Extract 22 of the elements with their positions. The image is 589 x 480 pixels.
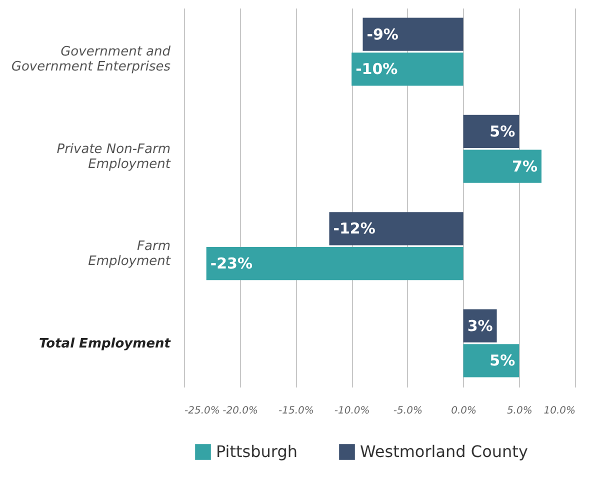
data-label: 5% (490, 122, 516, 140)
legend-label: Pittsburgh (216, 442, 298, 461)
data-label: 5% (490, 352, 516, 370)
y-tick-label: Private Non-Farm Employment (56, 142, 172, 172)
x-tick-label: -10.0% (334, 406, 370, 416)
x-tick-label: -20.0% (222, 406, 258, 416)
x-tick-label: -15.0% (278, 406, 314, 416)
y-tick-label: Farm Employment (88, 239, 172, 270)
y-tick-label: Total Employment (38, 336, 172, 352)
x-tick-label: 0.0% (451, 406, 476, 416)
legend-label: Westmorland County (360, 442, 528, 461)
x-tick-label: 5.0% (506, 406, 532, 416)
y-tick-label: Government and Government Enterprises (11, 44, 172, 75)
data-label: -23% (210, 254, 252, 273)
data-label: -12% (333, 220, 376, 238)
data-label: -9% (366, 25, 398, 44)
data-label: 3% (467, 316, 493, 335)
data-label: 7% (512, 157, 538, 176)
data-label: -10% (356, 60, 398, 78)
x-tick-label: 10.0% (544, 406, 576, 416)
x-tick-label: -5.0% (393, 406, 422, 416)
x-tick-label: -25.0% (184, 406, 220, 416)
